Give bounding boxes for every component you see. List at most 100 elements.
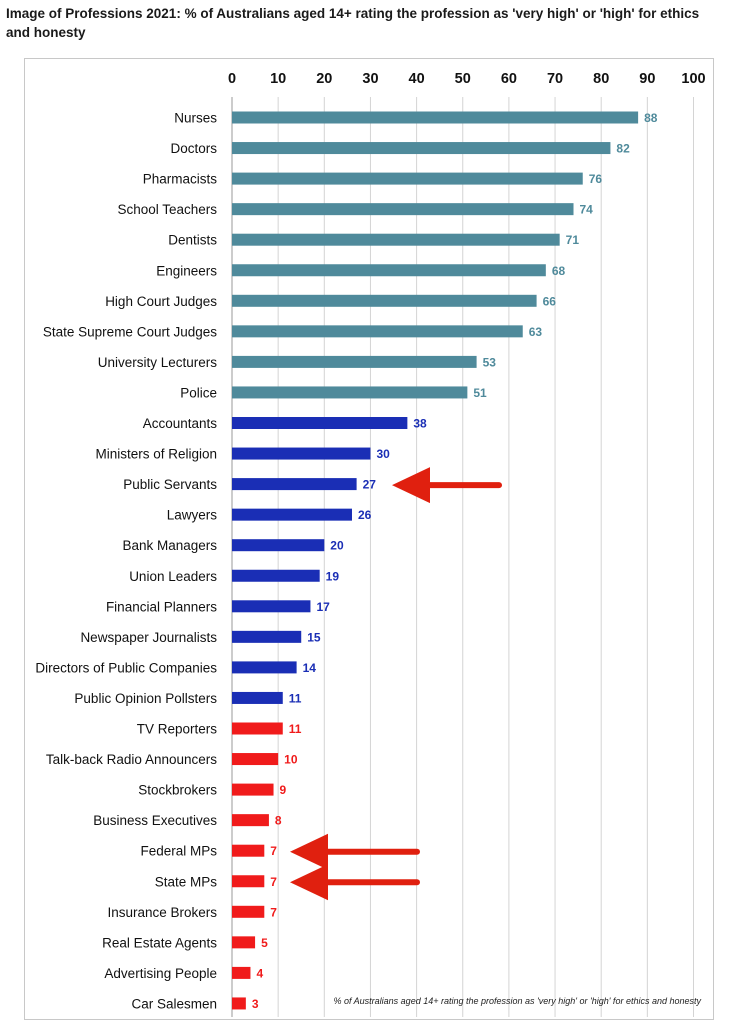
annotation-arrows: [290, 467, 502, 901]
bar: [232, 630, 302, 643]
category-label: School Teachers: [117, 202, 217, 217]
value-label: 26: [358, 508, 372, 522]
category-label: Newspaper Journalists: [80, 630, 217, 645]
value-label: 3: [252, 997, 259, 1011]
value-label: 14: [303, 661, 317, 675]
bar: [232, 386, 468, 399]
category-label: Public Servants: [123, 477, 217, 492]
category-label: Police: [180, 385, 217, 400]
category-label: Doctors: [170, 141, 217, 156]
x-tick-label: 50: [455, 71, 471, 87]
category-label: Financial Planners: [106, 599, 217, 614]
value-label: 11: [289, 691, 302, 705]
value-label: 63: [529, 325, 543, 339]
bar: [232, 875, 265, 888]
value-label: 74: [580, 203, 594, 217]
bar: [232, 111, 639, 124]
chart-frame: 0 10 20 30 40 50 60 70 80 90 100 Nurses 88 Doctors 82…: [24, 58, 714, 1020]
value-label: 8: [275, 814, 282, 828]
bar: [232, 142, 611, 155]
arrow-icon: [290, 833, 420, 870]
category-label: Public Opinion Pollsters: [74, 691, 217, 706]
category-label: Car Salesmen: [131, 996, 217, 1011]
value-label: 27: [363, 478, 377, 492]
category-label: Insurance Brokers: [107, 905, 217, 920]
bar: [232, 600, 311, 613]
category-label: State Supreme Court Judges: [43, 324, 217, 339]
category-label: Business Executives: [93, 813, 217, 828]
value-label: 53: [483, 355, 497, 369]
category-label: Pharmacists: [143, 172, 218, 187]
category-label: Dentists: [168, 233, 217, 248]
category-label: State MPs: [155, 874, 218, 889]
bar: [232, 447, 371, 460]
bar: [232, 539, 325, 552]
x-tick-label: 100: [681, 71, 705, 87]
bar: [232, 417, 408, 429]
value-label: 30: [376, 447, 390, 461]
value-label: 15: [307, 630, 321, 644]
bar: [232, 355, 477, 368]
category-label: Stockbrokers: [138, 783, 217, 798]
category-label: Advertising People: [104, 966, 217, 981]
value-label: 88: [644, 111, 658, 125]
value-label: 10: [284, 753, 298, 767]
bar: [232, 203, 574, 216]
category-label: Talk-back Radio Announcers: [46, 752, 217, 767]
category-label: Federal MPs: [140, 844, 217, 859]
value-label: 7: [270, 844, 277, 858]
bar: [232, 569, 320, 582]
bar: [232, 233, 560, 246]
bar: [232, 294, 537, 307]
arrow-icon: [392, 467, 502, 504]
arrow-head: [290, 833, 328, 870]
bar: [232, 661, 297, 674]
category-label: University Lecturers: [98, 355, 218, 370]
x-tick-label: 10: [270, 71, 286, 87]
category-label: Union Leaders: [129, 569, 217, 584]
bar: [232, 508, 352, 521]
category-label: Nurses: [174, 111, 217, 126]
bar: [232, 905, 265, 918]
gridlines: [231, 97, 694, 1017]
value-label: 51: [473, 386, 487, 400]
bar: [232, 997, 246, 1010]
x-tick-label: 40: [409, 71, 425, 87]
value-label: 66: [543, 294, 557, 308]
value-label: 5: [261, 936, 268, 950]
value-label: 38: [413, 417, 427, 431]
bar: [232, 722, 283, 735]
x-tick-label: 70: [547, 71, 563, 87]
bar: [232, 814, 269, 827]
x-tick-label: 60: [501, 71, 517, 87]
value-label: 82: [616, 142, 630, 156]
category-label: Engineers: [156, 263, 217, 278]
value-label: 17: [316, 600, 330, 614]
x-tick-label: 80: [593, 71, 609, 87]
value-label: 68: [552, 264, 566, 278]
value-label: 11: [289, 722, 302, 736]
value-label: 4: [256, 966, 263, 980]
bar: [232, 264, 546, 277]
footnote: % of Australians aged 14+ rating the pro…: [333, 996, 701, 1006]
value-label: 7: [270, 905, 277, 919]
value-label: 7: [270, 875, 277, 889]
category-label: Accountants: [143, 416, 218, 431]
bar: [232, 691, 283, 704]
arrow-icon: [290, 864, 420, 901]
bar: [232, 966, 251, 979]
bar: [232, 753, 279, 766]
value-label: 71: [566, 233, 580, 247]
category-label: Directors of Public Companies: [35, 660, 217, 675]
category-label: Ministers of Religion: [95, 447, 217, 462]
x-axis-ticks: 0 10 20 30 40 50 60 70 80 90 100: [228, 71, 706, 87]
x-tick-label: 30: [362, 71, 378, 87]
bars: Nurses 88 Doctors 82 Pharmacists 76 School Tea…: [35, 111, 657, 1012]
arrow-head: [290, 864, 328, 901]
value-label: 9: [280, 783, 287, 797]
category-label: Real Estate Agents: [102, 935, 217, 950]
bar: [232, 844, 265, 857]
value-label: 19: [326, 569, 340, 583]
bar: [232, 478, 357, 491]
bar: [232, 172, 583, 185]
